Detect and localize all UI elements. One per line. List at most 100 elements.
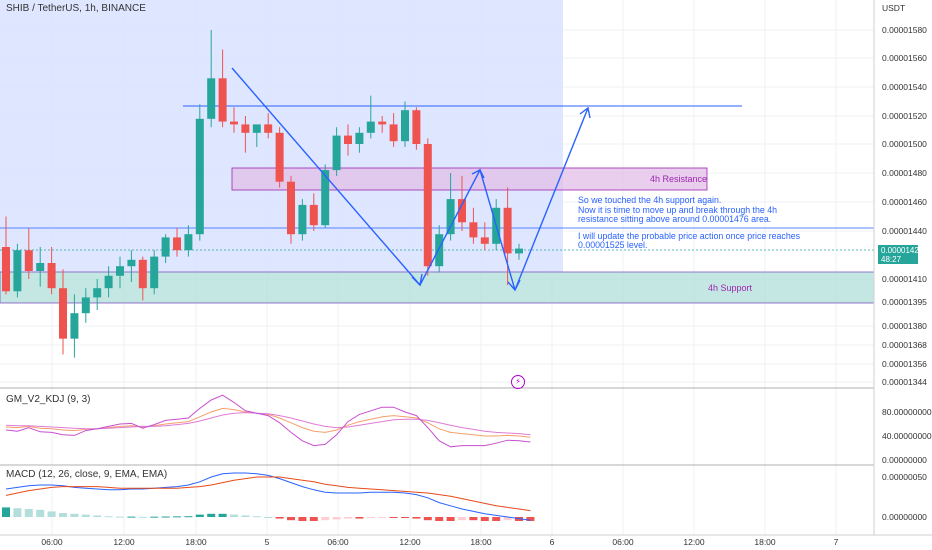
candle-3[interactable]	[36, 247, 45, 287]
candle-23[interactable]	[264, 113, 273, 139]
candle-0[interactable]	[2, 216, 10, 295]
candle-19[interactable]	[218, 49, 227, 128]
candle-18[interactable]	[207, 30, 216, 128]
macd-title[interactable]: MACD (12, 26, close, 9, EMA, EMA)	[6, 469, 168, 480]
candle-45[interactable]	[515, 243, 523, 260]
time-tick-6: 18:00	[470, 537, 492, 547]
candle-36[interactable]	[412, 107, 421, 150]
kdj-title[interactable]: GM_V2_KDJ (9, 3)	[6, 394, 91, 405]
macd-bar-17	[195, 514, 204, 517]
macd-bar-7	[81, 514, 90, 517]
price-axis-bg[interactable]	[874, 0, 932, 535]
time-axis-ticks[interactable]: 06:00 12:00 18:00 5 06:00 12:00 18:00 6 06:00 12:…	[41, 537, 838, 547]
price-tick-11: 0.00001368	[882, 340, 927, 350]
candle-9[interactable]	[104, 266, 113, 298]
candle-35[interactable]	[401, 101, 409, 147]
candle-39[interactable]	[446, 173, 455, 241]
kdj-k-line	[5, 407, 531, 438]
macd-bar-41	[469, 517, 478, 521]
candle-body-4	[47, 263, 56, 289]
note-line-1: So we touched the 4h support again.	[578, 195, 722, 205]
candle-body-26	[298, 204, 307, 235]
candle-body-30	[344, 135, 352, 144]
candle-29[interactable]	[332, 127, 341, 176]
candle-body-29	[332, 135, 341, 171]
resistance-zone[interactable]	[231, 167, 708, 191]
candle-37[interactable]	[423, 138, 432, 276]
price-tick-7: 0.00001440	[882, 226, 927, 236]
candle-33[interactable]	[378, 116, 387, 133]
support-label: 4h Support	[708, 283, 753, 293]
candle-body-44	[503, 207, 512, 254]
candle-22[interactable]	[252, 124, 261, 147]
candle-7[interactable]	[81, 288, 90, 323]
candle-14[interactable]	[161, 234, 170, 263]
candle-body-34	[389, 124, 398, 142]
candle-27[interactable]	[309, 193, 318, 231]
candle-30[interactable]	[344, 124, 352, 156]
macd-bar-34	[389, 517, 398, 518]
price-tick-5: 0.00001480	[882, 168, 927, 178]
candle-10[interactable]	[116, 256, 124, 289]
candle-21[interactable]	[241, 116, 250, 153]
time-tick-5: 12:00	[399, 537, 421, 547]
macd-bar-25	[287, 517, 295, 521]
candle-6[interactable]	[70, 294, 79, 358]
candle-body-21	[241, 124, 250, 133]
projection-path[interactable]	[231, 67, 591, 292]
analysis-note: So we touched the 4h support again. Now …	[578, 195, 823, 258]
candle-26[interactable]	[298, 199, 307, 241]
candle-body-25	[287, 181, 295, 235]
candle-24[interactable]	[275, 127, 284, 188]
candle-32[interactable]	[366, 95, 375, 139]
candle-20[interactable]	[230, 107, 238, 133]
candle-17[interactable]	[195, 104, 204, 241]
macd-tick-1: 0.00000000	[882, 512, 927, 522]
candle-28[interactable]	[321, 164, 330, 229]
macd-bar-18	[207, 513, 216, 517]
macd-bar-29	[332, 517, 341, 520]
candle-5[interactable]	[59, 269, 67, 355]
candle-34[interactable]	[389, 113, 398, 147]
macd-histogram	[2, 507, 535, 521]
candle-1[interactable]	[13, 243, 22, 298]
candle-2[interactable]	[24, 228, 33, 279]
candle-16[interactable]	[184, 225, 193, 257]
candle-body-42	[480, 237, 489, 244]
candle-body-15	[173, 237, 181, 251]
macd-bar-21	[241, 515, 250, 517]
candle-44[interactable]	[503, 187, 512, 286]
candle-13[interactable]	[150, 250, 159, 295]
current-price-tag: 0.00001429 48:27	[878, 245, 923, 264]
symbol-title[interactable]: SHIB / TetherUS, 1h, BINANCE	[6, 3, 146, 14]
time-tick-2: 18:00	[185, 537, 207, 547]
candle-4[interactable]	[47, 247, 56, 295]
candle-8[interactable]	[93, 279, 102, 310]
candle-25[interactable]	[287, 175, 295, 244]
candle-42[interactable]	[480, 222, 489, 251]
macd-line	[5, 472, 531, 521]
candle-body-33	[378, 121, 387, 125]
kdj-axis-ticks: 80.00000000 40.00000000 0.00000000	[882, 407, 932, 465]
candle-body-39	[446, 199, 455, 235]
macd-bar-33	[378, 517, 387, 518]
candle-11[interactable]	[127, 250, 136, 283]
candle-body-17	[195, 118, 204, 235]
macd-bar-9	[104, 516, 113, 518]
candle-body-10	[116, 266, 124, 276]
candle-12[interactable]	[138, 256, 147, 301]
candles-group[interactable]	[2, 30, 523, 358]
candle-body-3	[36, 263, 45, 271]
candle-41[interactable]	[469, 207, 478, 244]
candle-body-32	[366, 121, 375, 133]
candle-15[interactable]	[173, 228, 181, 257]
macd-bar-4	[47, 511, 56, 517]
lightning-icon[interactable]: ⚡	[511, 375, 525, 389]
macd-bar-15	[173, 516, 181, 518]
candle-31[interactable]	[355, 127, 364, 153]
price-tick-1: 0.00001560	[882, 53, 927, 63]
candle-body-12	[138, 259, 147, 289]
macd-bar-6	[70, 513, 79, 517]
arrowhead-target	[579, 106, 591, 119]
